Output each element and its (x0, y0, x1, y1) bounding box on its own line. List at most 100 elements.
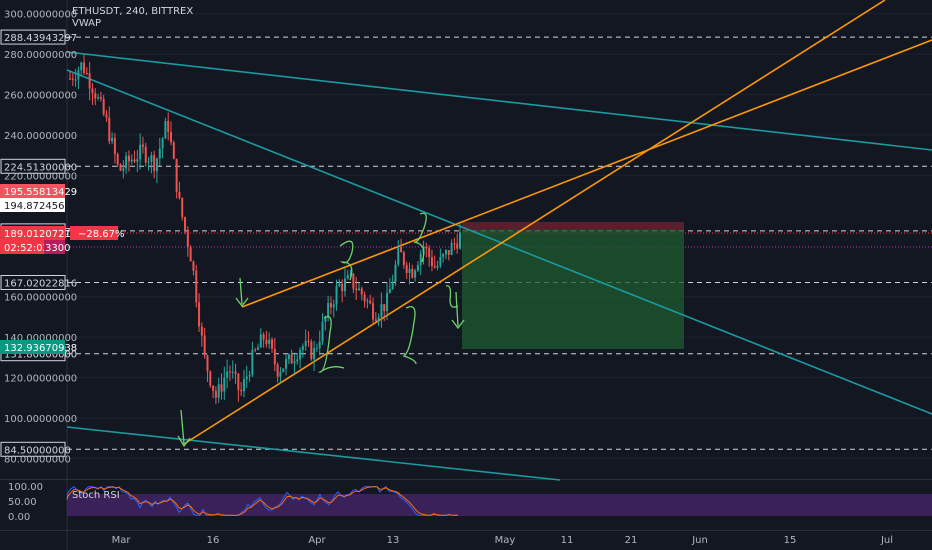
time-tick-label: Jul (880, 535, 893, 546)
candle-body (442, 254, 445, 258)
candle-body (217, 384, 220, 398)
candle-body (77, 70, 80, 80)
stoch-rsi-title: Stoch RSI (72, 490, 120, 501)
price-tag-label: 194.87245672 (4, 201, 77, 212)
candle-body (372, 303, 375, 320)
handdrawn-annotations (177, 212, 465, 448)
stop-zone (462, 222, 684, 230)
candle-body (416, 265, 419, 271)
candle-body (391, 282, 394, 290)
price-tag-box (0, 184, 65, 198)
price-tag-label: 02:52:02 (4, 243, 49, 254)
candle-body (91, 88, 94, 94)
time-tick-label: Jun (691, 535, 708, 546)
candle-body (203, 335, 206, 356)
candle-body (285, 359, 288, 369)
candle-body (453, 243, 456, 245)
candle-body (74, 79, 77, 81)
stoch-d-line (66, 486, 459, 516)
candle-body (299, 350, 302, 360)
candle-body (287, 354, 290, 360)
price-axis[interactable]: 300.00000000 280.00000000 260.00000000 240.… (4, 10, 77, 466)
candle-body (172, 142, 175, 159)
candles (69, 54, 461, 405)
candle-body (310, 341, 313, 360)
candle-body (313, 348, 316, 360)
candle-body (414, 270, 417, 278)
candle-body (83, 62, 86, 74)
candle-body (226, 371, 229, 378)
price-tag-label: 189.01207218 (4, 229, 77, 240)
candle-body (408, 268, 411, 273)
candle-body (293, 361, 296, 364)
rising-support-line (183, 0, 886, 445)
candle-body (153, 155, 156, 172)
candle-body (147, 161, 150, 163)
candle-body (127, 155, 130, 162)
price-tag-box (0, 226, 65, 240)
candle-body (430, 257, 433, 267)
vwap-label: VWAP (72, 18, 101, 29)
candle-body (144, 146, 147, 163)
candle-body (268, 339, 271, 344)
candle-body (447, 249, 450, 255)
time-tick-label: Mar (112, 535, 132, 546)
price-tick-label: 260.00000000 (4, 91, 77, 102)
candle-body (444, 249, 447, 255)
position-percent-box (70, 226, 118, 240)
candle-body (85, 73, 88, 75)
candle-body (357, 288, 360, 291)
price-tick-label: 220.00000000 (4, 171, 77, 182)
annotation-stroke (177, 409, 191, 448)
candle-body (125, 155, 128, 169)
level-label-box (0, 29, 66, 45)
level-label: 167.02022816 (4, 279, 77, 290)
candle-body (192, 261, 195, 271)
candle-body (206, 355, 209, 372)
candle-body (355, 288, 358, 291)
candle-body (301, 346, 304, 351)
channel-top-line (66, 69, 932, 415)
candle-body (99, 97, 102, 99)
time-axis[interactable]: Mar 16 Apr 13 May 11 21 Jun 15 Jul (112, 535, 893, 546)
candle-body (69, 78, 71, 80)
target-zone (462, 230, 684, 349)
candle-body (240, 389, 243, 392)
candle-body (327, 303, 330, 318)
candle-body (318, 341, 321, 348)
candle-body (279, 371, 282, 377)
candle-body (259, 334, 262, 348)
level-label: 84.50000000 (4, 445, 71, 456)
annotation-stroke (402, 305, 417, 365)
candle-body (315, 347, 318, 349)
candle-body (341, 283, 344, 292)
price-tick-label: 160.00000000 (4, 293, 77, 304)
candle-body (343, 278, 346, 292)
candle-body (256, 347, 259, 350)
candle-body (113, 137, 116, 155)
annotation-stroke (339, 240, 354, 281)
candle-body (296, 359, 299, 362)
trend-lines[interactable] (66, 0, 932, 481)
candle-body (425, 247, 428, 249)
price-tag-label: 195.55813429 (4, 187, 77, 198)
candle-body (363, 294, 366, 302)
time-tick-label: Apr (308, 535, 326, 546)
candle-body (209, 371, 212, 386)
candle-body (71, 78, 74, 80)
candle-body (141, 144, 144, 147)
level-label: 224.51300000 (4, 162, 77, 173)
price-tag-box (0, 198, 65, 212)
level-label: 288.43943297 (4, 33, 77, 44)
candle-body (178, 191, 181, 198)
symbol-title: ETHUSDT, 240, BITTREX (72, 6, 193, 17)
candle-body (459, 232, 461, 249)
price-tag-box (0, 340, 65, 354)
price-tags: 195.55813429 194.87245672 189.01207218 02:5… (0, 184, 77, 354)
short-position-box[interactable] (462, 222, 684, 349)
descending-resistance-line (66, 51, 932, 151)
stoch-tick-label: 0.00 (8, 512, 30, 523)
candle-body (321, 321, 324, 342)
candle-body (436, 265, 439, 268)
